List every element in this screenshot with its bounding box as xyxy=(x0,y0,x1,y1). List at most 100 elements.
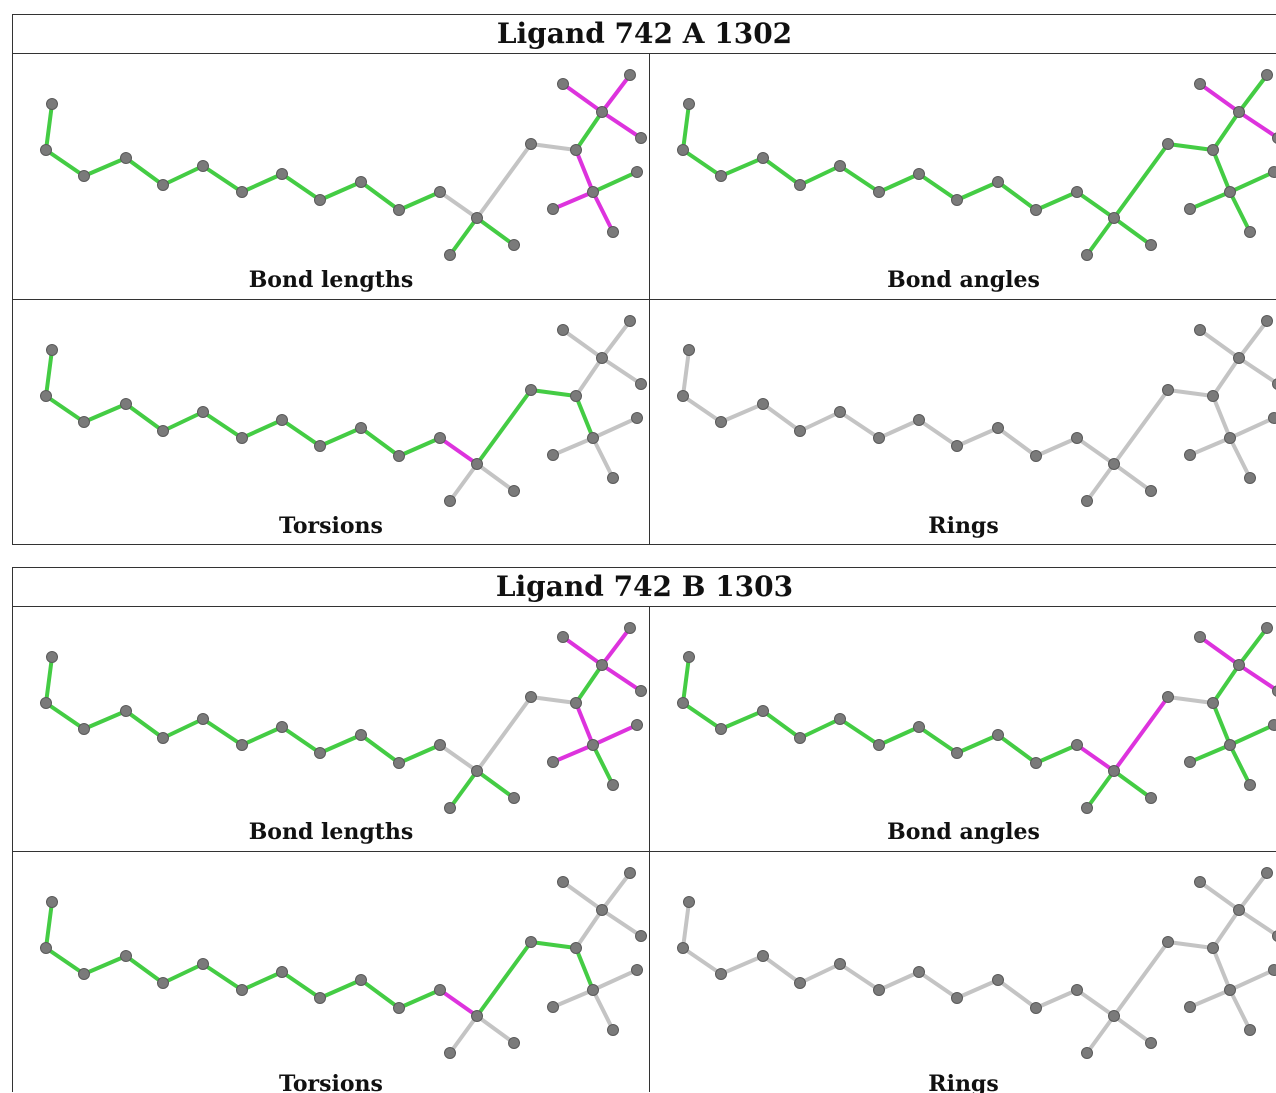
atom xyxy=(472,459,483,470)
bond xyxy=(46,902,52,948)
bond xyxy=(593,192,613,232)
bond xyxy=(683,350,689,396)
bond xyxy=(1087,1016,1114,1053)
atom xyxy=(394,451,405,462)
atom xyxy=(1208,943,1219,954)
atom xyxy=(684,345,695,356)
bond xyxy=(440,990,477,1016)
bond xyxy=(840,964,879,990)
atom xyxy=(795,978,806,989)
atom xyxy=(608,780,619,791)
atom xyxy=(588,433,599,444)
atom xyxy=(952,195,963,206)
bond xyxy=(1239,873,1267,910)
atom xyxy=(1195,79,1206,90)
molecule-diagram xyxy=(650,300,1276,545)
bond xyxy=(602,321,630,358)
bond xyxy=(1036,745,1077,763)
bond xyxy=(576,665,602,703)
atom xyxy=(678,391,689,402)
bond xyxy=(46,350,52,396)
bond xyxy=(563,882,602,910)
bond xyxy=(399,438,440,456)
bond xyxy=(361,428,399,456)
atom xyxy=(632,965,643,976)
atom xyxy=(237,433,248,444)
bond xyxy=(563,330,602,358)
atom xyxy=(472,1011,483,1022)
atom xyxy=(795,426,806,437)
atom xyxy=(548,1002,559,1013)
bond xyxy=(282,420,320,446)
bond xyxy=(126,956,163,983)
bond xyxy=(1190,438,1230,455)
bond xyxy=(602,873,630,910)
bond xyxy=(879,420,919,438)
atom xyxy=(597,905,608,916)
molecule-diagram xyxy=(13,852,649,1093)
bond xyxy=(553,745,593,762)
panel-label: Rings xyxy=(650,1071,1276,1093)
panel-bond-angles: Bond angles xyxy=(650,607,1276,851)
molecule-diagram xyxy=(13,54,649,299)
atom xyxy=(914,722,925,733)
bond xyxy=(399,745,440,763)
atom xyxy=(795,180,806,191)
atom xyxy=(952,993,963,1004)
bond xyxy=(576,396,593,438)
bond xyxy=(1168,390,1213,396)
molecule-diagram xyxy=(13,300,649,545)
atom xyxy=(1208,391,1219,402)
atom xyxy=(79,417,90,428)
atom xyxy=(608,227,619,238)
bond xyxy=(46,948,84,974)
atom xyxy=(445,250,456,261)
bond xyxy=(1114,144,1168,218)
bond xyxy=(1213,910,1239,948)
atom xyxy=(1225,740,1236,751)
atom xyxy=(1146,486,1157,497)
bond xyxy=(450,464,477,501)
atom xyxy=(79,969,90,980)
atom xyxy=(1269,720,1276,731)
bond xyxy=(683,104,689,150)
atom xyxy=(608,473,619,484)
atom xyxy=(526,937,537,948)
bond xyxy=(1077,438,1114,464)
atom xyxy=(1072,187,1083,198)
atom xyxy=(1262,623,1273,634)
bond xyxy=(593,172,637,192)
bond xyxy=(593,970,637,990)
atom xyxy=(237,985,248,996)
atom xyxy=(277,415,288,426)
bond xyxy=(477,697,531,771)
bond xyxy=(1190,990,1230,1007)
atom xyxy=(558,877,569,888)
atom xyxy=(356,975,367,986)
block-title: Ligand 742 A 1302 xyxy=(13,15,1276,54)
bond xyxy=(1077,745,1114,771)
bond xyxy=(998,980,1036,1008)
molecule-diagram xyxy=(650,852,1276,1093)
panel-label: Torsions xyxy=(13,1071,649,1093)
bond xyxy=(576,112,602,150)
bond xyxy=(1190,192,1230,209)
bond xyxy=(1077,192,1114,218)
atom xyxy=(526,139,537,150)
bond xyxy=(1239,665,1276,691)
atom xyxy=(636,379,647,390)
bond xyxy=(1230,418,1274,438)
atom xyxy=(1082,803,1093,814)
atom xyxy=(47,897,58,908)
bond xyxy=(957,980,998,998)
atom xyxy=(1195,877,1206,888)
atom xyxy=(716,724,727,735)
bond xyxy=(450,771,477,808)
bond xyxy=(763,956,800,983)
atom xyxy=(571,145,582,156)
atom xyxy=(315,748,326,759)
atom xyxy=(198,714,209,725)
bond xyxy=(163,166,203,185)
atom xyxy=(435,740,446,751)
bond xyxy=(879,972,919,990)
